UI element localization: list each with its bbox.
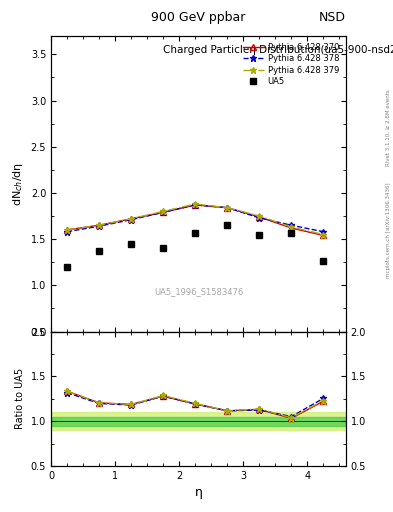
Legend: Pythia 6.428 370, Pythia 6.428 378, Pythia 6.428 379, UA5: Pythia 6.428 370, Pythia 6.428 378, Pyth… xyxy=(240,40,342,89)
Pythia 6.428 378 xyxy=(193,202,198,208)
Pythia 6.428 370 xyxy=(225,205,230,211)
UA5 xyxy=(321,258,326,264)
Pythia 6.428 378 xyxy=(321,229,326,235)
Pythia 6.428 379 xyxy=(225,205,230,211)
Pythia 6.428 379 xyxy=(289,224,294,230)
Pythia 6.428 370 xyxy=(65,227,70,233)
Bar xyxy=(51,412,346,430)
Pythia 6.428 370 xyxy=(257,214,262,220)
Pythia 6.428 378 xyxy=(161,209,165,216)
Pythia 6.428 379 xyxy=(321,231,326,238)
UA5 xyxy=(129,241,134,247)
Pythia 6.428 370 xyxy=(161,209,165,216)
Pythia 6.428 379 xyxy=(257,213,262,219)
Y-axis label: dN$_{ch}$/dη: dN$_{ch}$/dη xyxy=(11,162,25,206)
Pythia 6.428 378 xyxy=(289,222,294,228)
Pythia 6.428 379 xyxy=(97,222,101,228)
UA5 xyxy=(257,232,262,239)
Text: Rivet 3.1.10, ≥ 2.6M events: Rivet 3.1.10, ≥ 2.6M events xyxy=(386,90,391,166)
Pythia 6.428 378 xyxy=(97,223,101,229)
Bar xyxy=(51,417,346,425)
Line: Pythia 6.428 379: Pythia 6.428 379 xyxy=(64,201,327,238)
Line: Pythia 6.428 378: Pythia 6.428 378 xyxy=(64,201,327,235)
Pythia 6.428 370 xyxy=(129,216,134,222)
Line: Pythia 6.428 370: Pythia 6.428 370 xyxy=(64,202,326,238)
UA5 xyxy=(193,229,198,236)
Pythia 6.428 370 xyxy=(193,202,198,208)
Pythia 6.428 378 xyxy=(65,229,70,235)
UA5 xyxy=(225,222,230,228)
Pythia 6.428 379 xyxy=(161,208,165,215)
Text: NSD: NSD xyxy=(319,11,346,24)
Pythia 6.428 370 xyxy=(97,222,101,228)
Line: UA5: UA5 xyxy=(64,222,327,270)
Text: UA5_1996_S1583476: UA5_1996_S1583476 xyxy=(154,287,243,296)
X-axis label: η: η xyxy=(195,486,202,499)
UA5 xyxy=(161,245,165,251)
UA5 xyxy=(289,229,294,236)
UA5 xyxy=(97,248,101,254)
Text: mcplots.cern.ch [arXiv:1306.3436]: mcplots.cern.ch [arXiv:1306.3436] xyxy=(386,183,391,278)
Pythia 6.428 378 xyxy=(225,205,230,211)
Pythia 6.428 370 xyxy=(289,225,294,231)
Pythia 6.428 378 xyxy=(257,215,262,221)
Pythia 6.428 379 xyxy=(193,201,198,207)
Text: 900 GeV ppbar: 900 GeV ppbar xyxy=(151,11,246,24)
Text: Charged Particleη Distribution(ua5-900-nsd2): Charged Particleη Distribution(ua5-900-n… xyxy=(163,45,393,55)
UA5 xyxy=(65,264,70,270)
Pythia 6.428 379 xyxy=(129,216,134,222)
Pythia 6.428 378 xyxy=(129,217,134,223)
Y-axis label: Ratio to UA5: Ratio to UA5 xyxy=(15,368,25,429)
Pythia 6.428 379 xyxy=(65,227,70,233)
Pythia 6.428 370 xyxy=(321,232,326,239)
